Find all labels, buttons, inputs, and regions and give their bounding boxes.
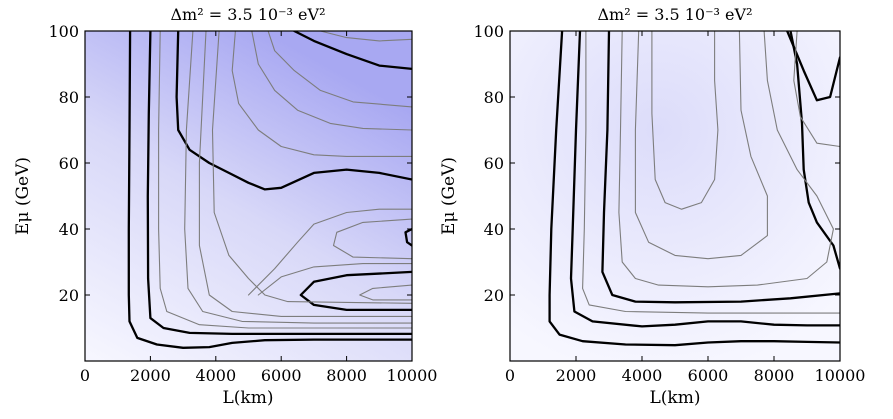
contour-line-gray-15 xyxy=(247,208,412,296)
x-tick-label-0: 0 xyxy=(505,366,515,385)
contour-line-gray-7 xyxy=(618,31,834,288)
right-plot-frame xyxy=(509,30,841,362)
contour-line-black-2 xyxy=(569,31,840,328)
y-tick-label-40: 40 xyxy=(484,220,504,239)
contour-line-black-4 xyxy=(786,31,840,102)
x-tick-label-8000: 8000 xyxy=(326,366,367,385)
x-tick-label-10000: 10000 xyxy=(815,366,866,385)
y-tick-label-100: 100 xyxy=(473,22,504,41)
y-tick-label-80: 80 xyxy=(484,88,504,107)
right-panel-title: Δm² = 3.5 10⁻³ eV² xyxy=(598,5,753,24)
x-tick-label-2000: 2000 xyxy=(556,366,597,385)
contour-line-gray-11 xyxy=(231,31,412,157)
left-contour-lines xyxy=(127,31,412,349)
y-tick-label-20: 20 xyxy=(59,286,79,305)
contour-line-gray-10 xyxy=(211,31,412,304)
left-axis-ticks: 0 2000 4000 6000 8000 10000 20 40 60 80 100 xyxy=(48,22,437,385)
left-plot-background xyxy=(85,31,412,361)
contour-line-gray-14 xyxy=(319,31,412,42)
contour-line-black-3 xyxy=(175,31,412,191)
contour-line-gray-18 xyxy=(359,284,412,301)
left-panel-title: Δm² = 3.5 10⁻³ eV² xyxy=(171,5,326,24)
x-tick-label-6000: 6000 xyxy=(688,366,729,385)
contour-line-black-5 xyxy=(404,227,412,247)
x-tick-label-4000: 4000 xyxy=(622,366,663,385)
right-x-axis-label: L(km) xyxy=(650,388,701,408)
contour-line-black-3 xyxy=(601,31,840,304)
right-y-axis-label: Eμ (GeV) xyxy=(439,157,459,235)
contour-line-gray-16 xyxy=(332,218,412,260)
contour-line-gray-6 xyxy=(582,31,840,314)
x-tick-label-8000: 8000 xyxy=(754,366,795,385)
right-contour-panel: 0 2000 4000 6000 8000 10000 20 40 60 80 100 Δm² = … xyxy=(439,5,865,408)
contour-line-gray-13 xyxy=(267,31,412,108)
contour-line-gray-9 xyxy=(651,31,719,210)
contour-line-black-2 xyxy=(146,31,412,336)
y-tick-label-60: 60 xyxy=(484,154,504,173)
contour-line-gray-10 xyxy=(793,31,840,148)
contour-line-black-1 xyxy=(548,31,840,347)
x-tick-label-10000: 10000 xyxy=(387,366,438,385)
y-tick-label-100: 100 xyxy=(48,22,79,41)
right-plot-background xyxy=(510,31,840,361)
contour-line-gray-7 xyxy=(158,31,412,329)
contour-line-black-4 xyxy=(293,31,412,71)
left-contour-panel: 0 2000 4000 6000 8000 10000 20 40 60 80 100 Δm² = … xyxy=(13,5,437,408)
left-x-axis-label: L(km) xyxy=(223,388,274,408)
y-tick-label-40: 40 xyxy=(59,220,79,239)
contour-line-gray-8 xyxy=(634,31,768,260)
contour-line-gray-12 xyxy=(251,31,412,131)
contour-line-gray-8 xyxy=(184,31,412,324)
contour-line-black-1 xyxy=(127,31,412,349)
right-axis-ticks: 0 2000 4000 6000 8000 10000 20 40 60 80 100 xyxy=(473,22,865,385)
x-tick-label-0: 0 xyxy=(80,366,90,385)
x-tick-label-2000: 2000 xyxy=(130,366,171,385)
x-tick-label-4000: 4000 xyxy=(195,366,236,385)
y-tick-label-60: 60 xyxy=(59,154,79,173)
contour-line-black-6 xyxy=(299,270,412,312)
x-tick-label-6000: 6000 xyxy=(261,366,302,385)
right-contour-lines xyxy=(548,31,840,347)
y-tick-label-80: 80 xyxy=(59,88,79,107)
left-plot-frame xyxy=(84,30,413,362)
contour-line-gray-9 xyxy=(198,31,412,317)
y-tick-label-20: 20 xyxy=(484,286,504,305)
left-y-axis-label: Eμ (GeV) xyxy=(13,157,33,235)
contour-line-gray-17 xyxy=(257,263,412,296)
